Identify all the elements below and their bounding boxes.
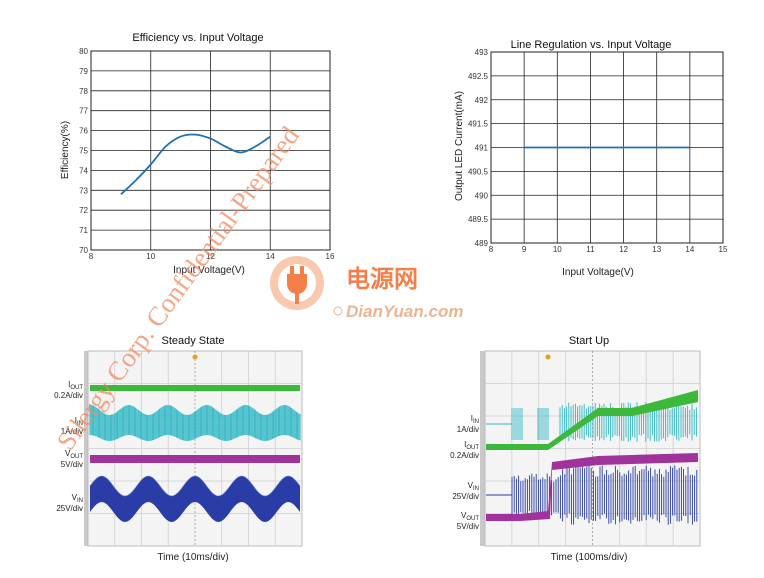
line-regulation-x-axis-label: Input Voltage(V) — [562, 267, 634, 278]
start-up-ch4-scale: 5V/div — [457, 522, 479, 531]
line-regulation-x-tick-label: 13 — [652, 245, 661, 254]
line-regulation-y-tick-label: 490 — [475, 191, 489, 200]
line-regulation-x-tick-label: 12 — [619, 245, 628, 254]
line-regulation-x-tick-label: 10 — [553, 245, 562, 254]
efficiency-y-tick-label: 71 — [79, 226, 88, 235]
start-up-x-label: Time (100ms/div) — [551, 552, 628, 563]
start-up-ch4-name: VOUT — [461, 511, 479, 522]
logo-en-text: DianYuan.com — [346, 302, 463, 321]
steady-state-trigger-marker — [193, 355, 198, 360]
efficiency-x-tick-label: 10 — [146, 252, 155, 261]
efficiency-y-tick-label: 70 — [79, 246, 88, 255]
steady-state-title: Steady State — [162, 335, 225, 347]
efficiency-y-tick-label: 78 — [79, 87, 88, 96]
start-up-trigger-marker — [546, 355, 551, 360]
start-up-ch3-name: VIN — [468, 481, 479, 492]
line-regulation-x-tick-label: 15 — [719, 245, 728, 254]
line-regulation-y-tick-label: 491 — [475, 144, 489, 153]
logo-cn-text: 电源网 — [346, 266, 418, 293]
start-up-scope: Start Up Time (100ms/div) IIN 1A/div IOU… — [450, 335, 700, 563]
plug-icon — [270, 256, 324, 310]
registered-icon — [334, 307, 342, 315]
start-up-ch1-name: IIN — [471, 414, 479, 425]
steady-state-ch3-scale: 5V/div — [61, 460, 83, 469]
start-up-ch1-scale: 1A/div — [457, 425, 479, 434]
start-up-ch3-scale: 25V/div — [452, 492, 479, 501]
steady-state-scope: Steady State Time (10ms/div) IOUT 0.2A/d… — [54, 335, 302, 563]
steady-state-ch4-scale: 25V/div — [56, 504, 83, 513]
start-up-ch2-scale: 0.2A/div — [450, 451, 479, 460]
steady-state-scope-edge — [84, 351, 88, 546]
line-regulation-y-tick-label: 489 — [475, 239, 489, 248]
steady-state-ch1-name: IOUT — [68, 380, 83, 391]
steady-state-x-label: Time (10ms/div) — [157, 552, 228, 563]
line-regulation-y-tick-label: 491.5 — [468, 120, 489, 129]
efficiency-y-tick-label: 72 — [79, 206, 88, 215]
efficiency-y-tick-label: 80 — [79, 47, 88, 56]
line-regulation-x-ticks: 8 9 10 11 12 13 14 15 — [489, 245, 728, 254]
line-regulation-chart: Line Regulation vs. Input Voltage 8 9 10 11… — [454, 39, 728, 278]
efficiency-y-tick-label: 74 — [79, 166, 88, 175]
line-regulation-y-tick-label: 492.5 — [468, 72, 489, 81]
dianyuan-logo: 电源网 DianYuan.com — [270, 256, 463, 321]
steady-state-vout-trace — [90, 455, 300, 463]
line-regulation-chart-title: Line Regulation vs. Input Voltage — [511, 39, 672, 51]
efficiency-y-ticks: 70 71 72 73 74 75 76 77 78 79 80 — [79, 47, 88, 255]
line-regulation-x-tick-label: 14 — [685, 245, 694, 254]
line-regulation-y-ticks: 489 489.5 490 490.5 491 491.5 492 492.5 493 — [468, 48, 489, 248]
line-regulation-x-tick-label: 8 — [489, 245, 494, 254]
line-regulation-y-axis-label: Output LED Current(mA) — [454, 91, 465, 201]
efficiency-y-tick-label: 73 — [79, 186, 88, 195]
line-regulation-y-tick-label: 492 — [475, 96, 489, 105]
efficiency-y-tick-label: 77 — [79, 107, 88, 116]
line-regulation-y-tick-label: 489.5 — [468, 215, 489, 224]
efficiency-y-tick-label: 79 — [79, 67, 88, 76]
start-up-scope-edge — [480, 351, 485, 546]
efficiency-chart-title: Efficiency vs. Input Voltage — [132, 32, 263, 44]
start-up-ch2-name: IOUT — [464, 440, 479, 451]
line-regulation-y-tick-label: 493 — [475, 48, 489, 57]
efficiency-y-tick-label: 76 — [79, 127, 88, 136]
efficiency-x-tick-label: 14 — [266, 252, 275, 261]
line-regulation-x-tick-label: 9 — [522, 245, 527, 254]
steady-state-ch4-name: VIN — [72, 493, 83, 504]
efficiency-y-axis-label: Efficiency(%) — [60, 121, 71, 179]
efficiency-x-tick-label: 16 — [326, 252, 335, 261]
efficiency-x-tick-label: 8 — [89, 252, 94, 261]
line-regulation-y-tick-label: 490.5 — [468, 167, 489, 176]
line-regulation-x-tick-label: 11 — [586, 245, 595, 254]
start-up-title: Start Up — [569, 335, 609, 347]
efficiency-y-tick-label: 75 — [79, 147, 88, 156]
